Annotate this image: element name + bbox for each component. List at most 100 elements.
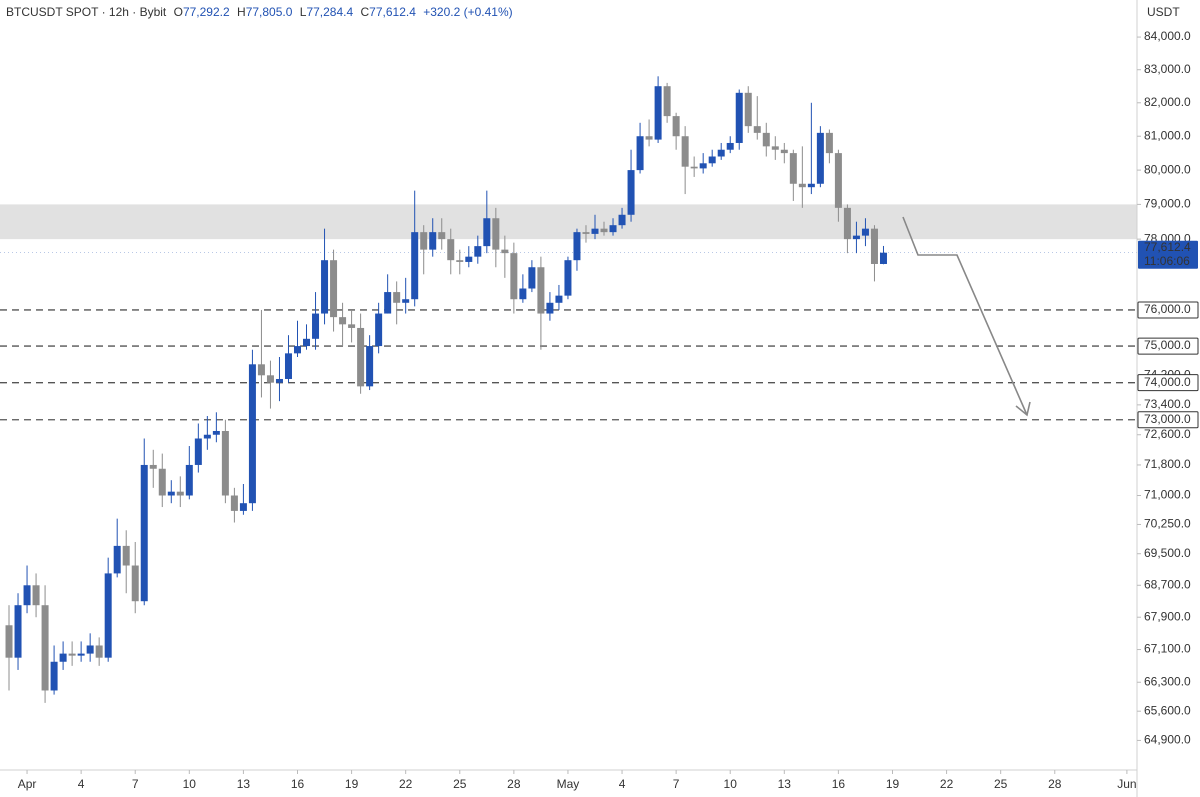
- candle-body: [176, 491, 184, 496]
- candle-body: [879, 252, 887, 264]
- candle-body: [609, 225, 617, 233]
- candle-body: [411, 232, 419, 300]
- candle-body: [149, 464, 157, 469]
- candle-body: [203, 434, 211, 439]
- last-price-label: 77,612.4: [1144, 240, 1191, 254]
- y-tick-label: 72,600.0: [1144, 427, 1191, 441]
- candle-body: [600, 228, 608, 233]
- x-tick-label: 7: [132, 777, 139, 791]
- candle-body: [492, 218, 500, 250]
- candle-body: [293, 346, 301, 354]
- x-tick-label: 25: [994, 777, 1008, 791]
- y-tick-label: 68,700.0: [1144, 577, 1191, 591]
- c-value: 77,612.4: [369, 5, 416, 19]
- candle-body: [573, 232, 581, 261]
- candle-body: [474, 246, 482, 257]
- level-label: 76,000.0: [1144, 302, 1191, 316]
- candle-body: [564, 260, 572, 296]
- candle-body: [708, 156, 716, 164]
- x-tick-label: 28: [1048, 777, 1062, 791]
- candle-body: [312, 313, 320, 339]
- x-tick-label: Apr: [18, 777, 37, 791]
- candle-body: [465, 256, 473, 262]
- candle-body: [447, 239, 455, 261]
- header: BTCUSDT SPOT · 12h · Bybit O77,292.2 H77…: [6, 5, 513, 19]
- y-tick-label: 70,250.0: [1144, 517, 1191, 531]
- candle-body: [266, 375, 274, 383]
- candle-body: [519, 288, 527, 300]
- candle-body: [384, 292, 392, 314]
- c-key: C: [361, 5, 370, 19]
- candle-body: [158, 468, 166, 496]
- candle-body: [690, 166, 698, 169]
- candle-body: [104, 573, 112, 658]
- candle-body: [23, 585, 31, 606]
- candle-body: [212, 430, 220, 435]
- candle-body: [41, 605, 49, 691]
- candle-body: [654, 86, 662, 140]
- zone-layer: [0, 204, 1137, 240]
- candle-body: [501, 249, 509, 254]
- y-tick-label: 64,900.0: [1144, 733, 1191, 747]
- candle-layer: [5, 76, 887, 703]
- h-key: H: [237, 5, 246, 19]
- candle-body: [330, 260, 338, 318]
- candle-body: [537, 267, 545, 314]
- candle-body: [852, 235, 860, 240]
- candle-body: [798, 183, 806, 188]
- candle-body: [528, 267, 536, 289]
- candle-body: [618, 214, 626, 226]
- candle-body: [870, 228, 878, 264]
- change: +320.2 (+0.41%): [423, 5, 512, 19]
- candle-body: [861, 228, 869, 236]
- candle-body: [780, 149, 788, 154]
- candle-body: [393, 292, 401, 303]
- candle-body: [5, 625, 13, 658]
- candle-body: [357, 327, 365, 387]
- level-label-box: [1137, 411, 1199, 429]
- candle-body: [762, 132, 770, 147]
- x-tick-label: 10: [183, 777, 197, 791]
- candle-body: [672, 116, 680, 137]
- x-tick-label: 22: [940, 777, 954, 791]
- l-value: 77,284.4: [306, 5, 353, 19]
- candle-body: [140, 464, 148, 602]
- x-tick-label: 13: [237, 777, 251, 791]
- candle-body: [86, 645, 94, 654]
- y-tick-label: 67,100.0: [1144, 642, 1191, 656]
- candle-body: [32, 585, 40, 606]
- candle-body: [122, 545, 130, 566]
- o-key: O: [174, 5, 183, 19]
- candle-body: [771, 146, 779, 150]
- y-tick-label: 80,000.0: [1144, 162, 1191, 176]
- candle-body: [717, 149, 725, 157]
- x-tick-label: 16: [291, 777, 305, 791]
- level-label-box: [1137, 301, 1199, 319]
- candle-body: [50, 661, 58, 691]
- x-tick-label: 4: [78, 777, 85, 791]
- candle-body: [825, 132, 833, 154]
- candle-body: [483, 218, 491, 247]
- x-tick-label: 7: [673, 777, 680, 791]
- candle-body: [68, 653, 76, 656]
- candle-body: [699, 163, 707, 169]
- l-key: L: [300, 5, 307, 19]
- candle-body: [348, 324, 356, 328]
- y-tick-label: 71,800.0: [1144, 457, 1191, 471]
- level-label-box: [1137, 374, 1199, 392]
- candle-body: [834, 153, 842, 208]
- candle-body: [726, 142, 734, 150]
- x-tick-label: 16: [832, 777, 846, 791]
- candle-body: [257, 364, 265, 376]
- symbol: BTCUSDT SPOT · 12h · Bybit: [6, 5, 167, 19]
- candle-body: [113, 545, 121, 574]
- candle-body: [239, 503, 247, 511]
- candle-body: [663, 86, 671, 117]
- candle-body: [59, 653, 67, 662]
- candle-body: [843, 207, 851, 240]
- candle-body: [636, 136, 644, 171]
- candle-body: [744, 92, 752, 127]
- y-tick-label: 82,000.0: [1144, 95, 1191, 109]
